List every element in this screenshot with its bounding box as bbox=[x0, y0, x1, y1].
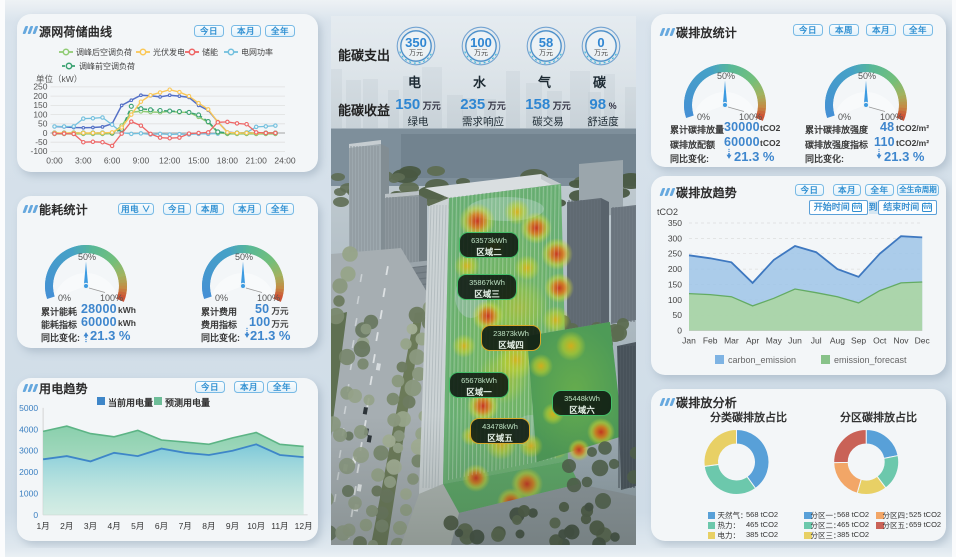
svg-text:1000: 1000 bbox=[19, 489, 38, 499]
svg-text:0%: 0% bbox=[838, 112, 851, 122]
svg-text:9:00: 9:00 bbox=[133, 155, 150, 165]
svg-text:300: 300 bbox=[668, 233, 682, 243]
svg-text:9月: 9月 bbox=[226, 521, 239, 531]
svg-text:万元: 万元 bbox=[594, 49, 608, 57]
svg-text:0%: 0% bbox=[215, 293, 228, 303]
svg-text:-50: -50 bbox=[35, 137, 48, 147]
svg-text:Feb: Feb bbox=[703, 336, 718, 346]
svg-text:3月: 3月 bbox=[84, 521, 97, 531]
svg-text:May: May bbox=[766, 336, 783, 346]
svg-text:18:00: 18:00 bbox=[217, 155, 239, 165]
svg-text:Jan: Jan bbox=[682, 336, 696, 346]
svg-text:万元: 万元 bbox=[474, 49, 488, 57]
svg-text:2000: 2000 bbox=[19, 467, 38, 477]
svg-text:100: 100 bbox=[668, 295, 682, 305]
svg-text:0%: 0% bbox=[58, 293, 71, 303]
svg-text:50%: 50% bbox=[78, 252, 96, 262]
svg-text:0: 0 bbox=[43, 128, 48, 138]
svg-text:12月: 12月 bbox=[295, 521, 313, 531]
svg-text:1月: 1月 bbox=[36, 521, 49, 531]
svg-text:2月: 2月 bbox=[60, 521, 73, 531]
svg-text:0: 0 bbox=[33, 510, 38, 520]
svg-text:24:00: 24:00 bbox=[274, 155, 296, 165]
svg-text:Dec: Dec bbox=[915, 336, 931, 346]
svg-text:50%: 50% bbox=[235, 252, 253, 262]
svg-text:50%: 50% bbox=[858, 71, 876, 81]
svg-text:Aug: Aug bbox=[830, 336, 845, 346]
svg-text:Oct: Oct bbox=[873, 336, 887, 346]
svg-text:Nov: Nov bbox=[893, 336, 909, 346]
svg-text:50: 50 bbox=[38, 119, 48, 129]
svg-text:150: 150 bbox=[668, 279, 682, 289]
svg-text:50: 50 bbox=[673, 310, 683, 320]
svg-text:5月: 5月 bbox=[131, 521, 144, 531]
svg-text:Jul: Jul bbox=[811, 336, 822, 346]
svg-text:6:00: 6:00 bbox=[104, 155, 121, 165]
svg-text:350: 350 bbox=[668, 218, 682, 228]
svg-text:0: 0 bbox=[677, 326, 682, 336]
svg-text:万元: 万元 bbox=[409, 49, 423, 57]
svg-text:100: 100 bbox=[470, 35, 492, 50]
svg-text:50%: 50% bbox=[717, 71, 735, 81]
svg-text:5000: 5000 bbox=[19, 403, 38, 413]
svg-text:200: 200 bbox=[33, 91, 47, 101]
svg-text:100: 100 bbox=[33, 109, 47, 119]
svg-text:6月: 6月 bbox=[155, 521, 168, 531]
svg-text:100%: 100% bbox=[100, 293, 123, 303]
svg-text:150: 150 bbox=[33, 100, 47, 110]
svg-text:3:00: 3:00 bbox=[75, 155, 92, 165]
svg-text:4月: 4月 bbox=[107, 521, 120, 531]
svg-text:200: 200 bbox=[668, 264, 682, 274]
svg-text:350: 350 bbox=[405, 35, 427, 50]
svg-text:100%: 100% bbox=[257, 293, 280, 303]
svg-text:Apr: Apr bbox=[746, 336, 759, 346]
svg-text:12:00: 12:00 bbox=[159, 155, 181, 165]
svg-text:Jun: Jun bbox=[788, 336, 802, 346]
svg-text:250: 250 bbox=[668, 249, 682, 259]
svg-text:Sep: Sep bbox=[851, 336, 866, 346]
svg-text:0:00: 0:00 bbox=[46, 155, 63, 165]
svg-text:11月: 11月 bbox=[271, 521, 288, 531]
svg-text:100%: 100% bbox=[880, 112, 903, 122]
svg-text:-100: -100 bbox=[30, 146, 47, 156]
svg-text:万元: 万元 bbox=[539, 49, 553, 57]
svg-text:4000: 4000 bbox=[19, 424, 38, 434]
svg-text:8月: 8月 bbox=[202, 521, 215, 531]
svg-text:0%: 0% bbox=[697, 112, 710, 122]
svg-text:7月: 7月 bbox=[179, 521, 192, 531]
svg-text:0: 0 bbox=[597, 35, 604, 50]
svg-text:58: 58 bbox=[539, 35, 553, 50]
svg-text:3000: 3000 bbox=[19, 446, 38, 456]
svg-text:21:00: 21:00 bbox=[246, 155, 268, 165]
svg-text:Mar: Mar bbox=[724, 336, 739, 346]
svg-text:250: 250 bbox=[33, 82, 47, 92]
svg-text:10月: 10月 bbox=[247, 521, 265, 531]
svg-text:100%: 100% bbox=[739, 112, 762, 122]
svg-text:15:00: 15:00 bbox=[188, 155, 210, 165]
